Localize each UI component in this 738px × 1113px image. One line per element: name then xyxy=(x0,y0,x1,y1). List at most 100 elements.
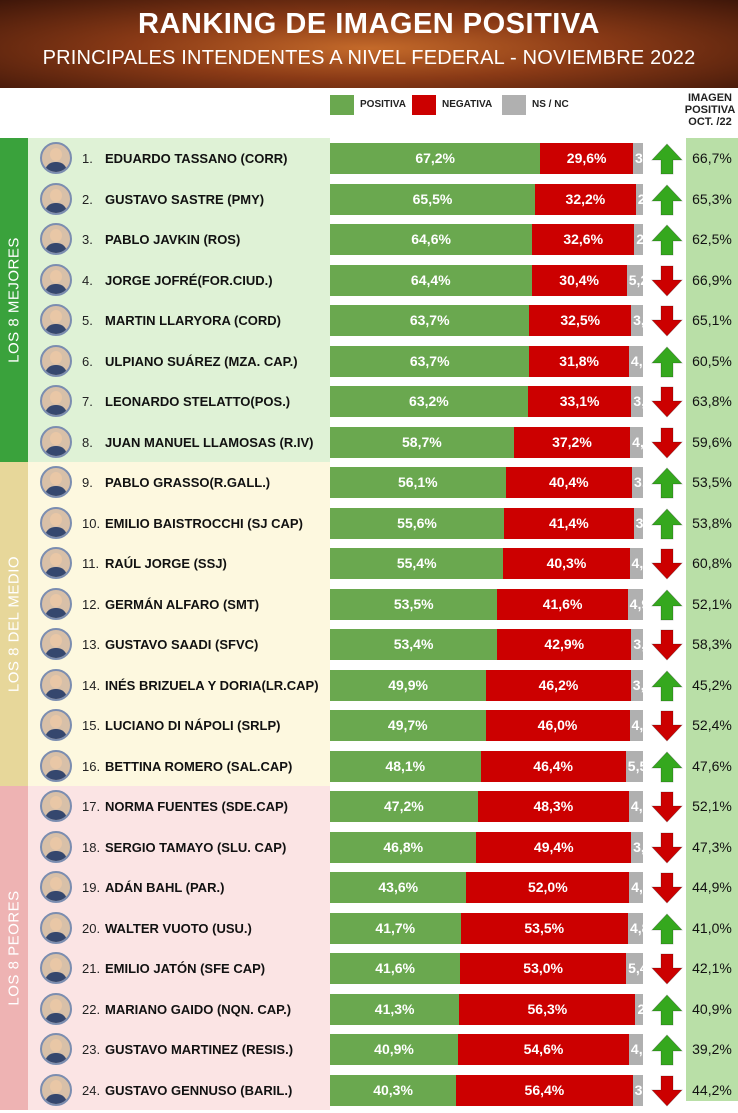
bar-segment-nsnc: 3,9 xyxy=(630,669,643,701)
bar-segment-negativa: 46,2% xyxy=(486,669,631,701)
rank-number: 22. xyxy=(82,1001,101,1017)
previous-value: 53,8% xyxy=(692,514,732,531)
table-row: 4. JORGE JOFRÉ(FOR.CIUD.) 64,4%30,4%5,2 66,… xyxy=(28,260,738,300)
header: RANKING DE IMAGEN POSITIVA PRINCIPALES I… xyxy=(0,0,738,88)
page-subtitle: PRINCIPALES INTENDENTES A NIVEL FEDERAL … xyxy=(42,47,696,69)
arrow-up-icon xyxy=(650,345,684,379)
avatar-body xyxy=(45,769,67,780)
bar-segment-nsnc: 4,3 xyxy=(629,710,643,741)
avatar-body xyxy=(45,607,67,618)
avatar xyxy=(40,749,72,782)
bar-segment-negativa: 56,3% xyxy=(459,993,636,1025)
avatar xyxy=(40,587,72,620)
avatar xyxy=(40,547,72,579)
previous-value: 60,8% xyxy=(692,555,732,571)
stacked-bar: 41,7%53,5%4,8 xyxy=(330,912,643,944)
bar-segment-positiva: 41,7% xyxy=(330,912,461,944)
rank-number: 6. xyxy=(82,353,93,369)
table-row: 9. PABLO GRASSO(R.GALL.) 56,1%40,4%3,5 53,5… xyxy=(28,462,738,502)
avatar-face xyxy=(50,269,62,283)
mayor-name: GUSTAVO MARTINEZ (RESIS.) xyxy=(105,1042,294,1057)
arrow-up-icon xyxy=(650,223,684,257)
table-row: 10. EMILIO BAISTROCCHI (SJ CAP) 55,6% 41,4%… xyxy=(28,503,738,543)
legend-swatch-negativa xyxy=(412,95,436,115)
avatar xyxy=(40,830,72,863)
arrow-up-icon xyxy=(650,669,684,703)
stacked-bar: 56,1%40,4%3,5 xyxy=(330,467,643,498)
bar-segment-nsnc: 2,3 xyxy=(635,183,643,215)
table-row: 20.WALTER VUOTO (USU.) 41,7%53,5%4,8 41,0% xyxy=(28,908,738,948)
stacked-bar: 65,5%32,2%2,3 xyxy=(330,183,643,215)
stacked-bar: 49,7%46,0%4,3 xyxy=(330,710,643,741)
arrow-up-icon xyxy=(650,588,684,622)
previous-value: 47,3% xyxy=(692,838,732,855)
bar-segment-negativa: 32,2% xyxy=(535,183,636,215)
bar-segment-negativa: 41,4% xyxy=(504,507,634,539)
mayor-name: JORGE JOFRÉ(FOR.CIUD.) xyxy=(105,272,273,288)
previous-value: 44,9% xyxy=(692,879,732,895)
previous-value: 59,6% xyxy=(692,433,732,450)
bar-segment-negativa: 40,4% xyxy=(505,467,633,498)
arrow-up-icon xyxy=(650,142,684,176)
previous-header-line: POSITIVA xyxy=(684,104,736,116)
table-row: 16.BETTINA ROMERO (SAL.CAP) 48,1%46,4%5,5… xyxy=(28,746,738,786)
bar-segment-nsnc: 2,4 xyxy=(635,993,643,1025)
bar-segment-positiva: 41,6% xyxy=(330,953,461,984)
stacked-bar: 48,1%46,4%5,5 xyxy=(330,750,643,782)
bar-segment-positiva: 41,3% xyxy=(330,993,460,1025)
table-row: 21. EMILIO JATÓN (SFE CAP) 41,6%53,0%5,4 42… xyxy=(28,948,738,988)
arrow-down-icon xyxy=(650,426,684,460)
stacked-bar: 63,2%33,1%3,7 xyxy=(330,386,643,417)
bar-segment-nsnc: 3,2 xyxy=(632,143,643,174)
avatar-face xyxy=(50,877,62,890)
rank-number: 20. xyxy=(82,920,101,936)
arrow-down-icon xyxy=(650,952,684,986)
avatar xyxy=(40,263,72,296)
avatar-face xyxy=(50,391,62,404)
avatar xyxy=(40,952,72,984)
mayor-name: PABLO JAVKIN (ROS) xyxy=(105,232,241,247)
bar-segment-nsnc: 4,5 xyxy=(628,791,643,822)
arrow-up-icon xyxy=(650,507,684,541)
rank-number: 8. xyxy=(82,434,93,450)
mayor-name: LEONARDO STELATTO(POS.) xyxy=(105,394,291,409)
legend-label-nsnc: NS / NC xyxy=(532,99,569,110)
avatar-face xyxy=(50,148,62,161)
bar-segment-positiva: 40,3% xyxy=(330,1074,457,1106)
mayor-name: MARTIN LLARYORA (CORD) xyxy=(105,313,281,328)
stacked-bar: 53,5%41,6%4,9 xyxy=(330,588,643,620)
arrow-up-icon xyxy=(650,993,684,1027)
avatar-body xyxy=(45,810,67,820)
mayor-name: MARIANO GAIDO (NQN. CAP.) xyxy=(105,1001,292,1017)
avatar xyxy=(40,1033,72,1065)
rank-number: 4. xyxy=(82,272,93,288)
table-row: 6. ULPIANO SUÁREZ (MZA. CAP.) 63,7% 31,8% 4,… xyxy=(28,341,738,381)
mayor-name: INÉS BRIZUELA Y DORIA(LR.CAP) xyxy=(105,677,319,693)
avatar-face xyxy=(50,350,62,364)
avatar-face xyxy=(50,472,62,485)
rank-number: 3. xyxy=(82,232,93,247)
bar-segment-nsnc: 4,8 xyxy=(627,912,643,944)
previous-value: 58,3% xyxy=(692,636,732,652)
previous-value: 44,2% xyxy=(692,1081,732,1098)
rank-number: 17. xyxy=(82,799,101,814)
stacked-bar: 43,6%52,0%4,4 xyxy=(330,872,643,903)
mayor-name: EMILIO JATÓN (SFE CAP) xyxy=(105,961,266,976)
table-row: 14. INÉS BRIZUELA Y DORIA(LR.CAP) 49,9% 46,… xyxy=(28,665,738,705)
avatar xyxy=(40,628,72,660)
avatar xyxy=(40,992,72,1025)
arrow-down-icon xyxy=(650,709,684,743)
bar-segment-negativa: 52,0% xyxy=(466,872,630,903)
arrow-down-icon xyxy=(650,628,684,662)
table-row: 8. JUAN MANUEL LLAMOSAS (R.IV) 58,7% 37,2% 4… xyxy=(28,422,738,462)
previous-value: 65,1% xyxy=(692,312,732,328)
bar-segment-positiva: 64,4% xyxy=(330,264,532,296)
legend-swatch-positiva xyxy=(330,95,354,115)
previous-header-line: IMAGEN xyxy=(688,92,732,104)
previous-value: 42,1% xyxy=(692,960,732,976)
previous-value: 45,2% xyxy=(692,676,732,693)
avatar-body xyxy=(45,1093,67,1104)
avatar-body xyxy=(45,202,67,213)
arrow-up-icon xyxy=(650,912,684,946)
bar-segment-negativa: 40,3% xyxy=(503,548,630,579)
